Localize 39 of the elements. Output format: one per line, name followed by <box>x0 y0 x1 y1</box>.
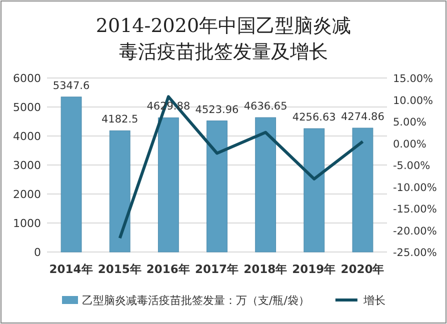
y-tick-label: 6000 <box>13 72 41 85</box>
y2-tick-label: 5.00% <box>393 116 426 128</box>
y2-tick-label: -10.00% <box>393 182 437 194</box>
y-tick-label: 5000 <box>13 101 41 114</box>
x-tick-label: 2015年 <box>98 262 142 276</box>
y2-tick-label: 10.00% <box>393 94 434 107</box>
y2-tick-label: 0.00% <box>393 138 426 150</box>
x-tick-label: 2017年 <box>194 262 240 276</box>
bar <box>109 130 130 252</box>
x-tick-label: 2019年 <box>292 262 336 276</box>
y2-tick-label: -20.00% <box>393 225 437 238</box>
data-label: 4256.63 <box>292 112 336 124</box>
bar <box>206 120 228 252</box>
data-label: 4274.86 <box>341 111 385 124</box>
data-label: 4182.5 <box>101 114 138 126</box>
y-tick-label: 2000 <box>13 188 41 201</box>
bar <box>158 117 179 252</box>
y2-tick-label: -25.00% <box>393 247 437 259</box>
x-tick-label: 2020年 <box>340 262 385 276</box>
y-tick-label: 0 <box>34 246 41 259</box>
chart-title: 2014-2020年中国乙型脑炎减毒活疫苗批签发量及增长 <box>96 15 352 63</box>
data-label: 4636.65 <box>244 100 288 113</box>
bar <box>352 128 374 252</box>
legend-label: 增长 <box>362 294 386 307</box>
y-tick-label: 4000 <box>13 130 41 143</box>
y-tick-label: 3000 <box>13 159 41 172</box>
y2-tick-label: -15.00% <box>393 204 437 216</box>
y-tick-label: 1000 <box>13 217 41 230</box>
bar <box>304 128 325 252</box>
y2-tick-label: -5.00% <box>393 160 430 172</box>
bar <box>60 96 82 252</box>
y2-tick-label: 15.00% <box>393 73 434 85</box>
data-label: 4523.96 <box>195 104 240 116</box>
bar <box>255 117 276 252</box>
legend-label: 乙型脑炎减毒活疫苗批签发量：万（支/瓶/袋） <box>82 294 310 307</box>
x-tick-label: 2016年 <box>146 262 190 276</box>
x-tick-label: 2014年 <box>49 262 94 276</box>
x-tick-label: 2018年 <box>244 262 288 276</box>
data-label: 5347.6 <box>52 80 90 92</box>
